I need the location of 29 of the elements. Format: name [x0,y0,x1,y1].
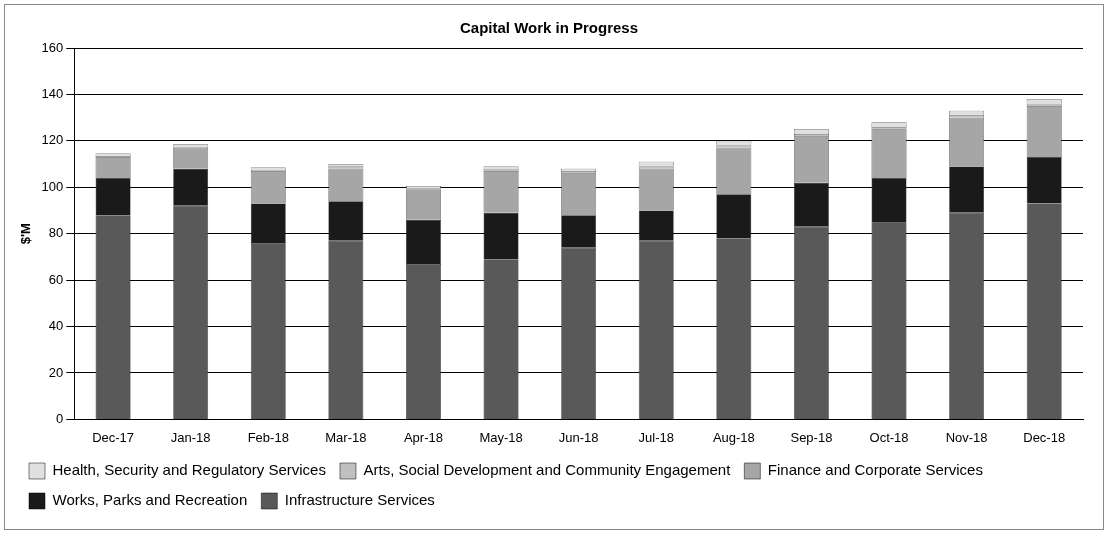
y-tick-label: 80 [48,225,64,241]
x-tick-label: Jul-18 [638,429,674,445]
legend-label: Health, Security and Regulatory Services [52,461,326,479]
x-tick-label: Jun-18 [558,429,599,445]
x-tick-label: Dec-18 [1023,429,1066,445]
x-tick-label: Sep-18 [790,429,833,445]
x-tick-label: Oct-18 [869,429,909,445]
y-tick-label: 40 [48,318,64,334]
x-tick-label: Mar-18 [325,429,367,445]
legend-label: Infrastructure Services [284,491,435,509]
x-tick-label: Aug-18 [712,429,755,445]
y-tick-label: 100 [41,178,64,194]
legend-label: Arts, Social Development and Community Engagement [363,461,732,479]
y-tick-label: 20 [48,364,64,380]
x-tick-label: Nov-18 [945,429,988,445]
x-tick-label: May-18 [479,429,523,445]
y-tick-label: 140 [41,86,64,101]
x-tick-label: Apr-18 [403,429,443,445]
y-tick-label: 160 [41,39,64,55]
x-tick-label: Dec-17 [92,429,135,445]
y-tick-label: 60 [48,271,64,287]
y-tick-label: 120 [41,132,64,148]
x-tick-label: Jan-18 [170,429,211,445]
legend-label: Works, Parks and Recreation [52,491,248,509]
y-tick-label: 0 [56,410,64,426]
chart-title: Capital Work in Progress [459,19,639,37]
y-axis-title: $'M [18,223,34,245]
legend-label: Finance and Corporate Services [767,461,983,479]
x-tick-label: Feb-18 [247,429,289,445]
